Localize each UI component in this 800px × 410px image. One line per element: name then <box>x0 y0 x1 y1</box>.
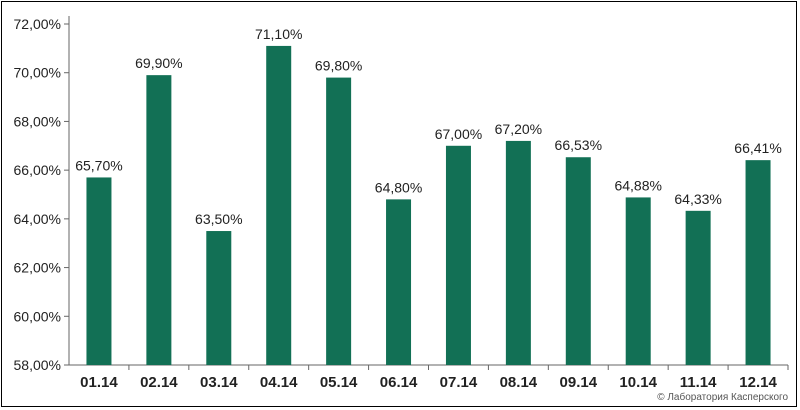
x-tick-label: 06.14 <box>380 374 418 391</box>
bar <box>386 199 412 365</box>
bar <box>745 160 771 365</box>
x-tick-label: 09.14 <box>560 374 598 391</box>
data-label: 69,90% <box>135 55 182 71</box>
x-tick-label: 07.14 <box>440 374 478 391</box>
data-label: 64,88% <box>614 177 661 193</box>
x-tick-label: 03.14 <box>200 374 238 391</box>
bar <box>206 231 232 365</box>
y-tick-label: 62,00% <box>14 260 61 276</box>
bar <box>445 145 471 365</box>
x-tick-label: 02.14 <box>140 374 178 391</box>
data-label: 66,53% <box>555 137 602 153</box>
data-label: 64,80% <box>375 179 422 195</box>
data-label: 63,50% <box>195 211 242 227</box>
y-tick-label: 58,00% <box>14 357 61 373</box>
x-tick-label: 05.14 <box>320 374 358 391</box>
y-tick-label: 72,00% <box>14 16 61 32</box>
y-tick-label: 68,00% <box>14 113 61 129</box>
bar <box>625 197 651 365</box>
y-tick-label: 64,00% <box>14 211 61 227</box>
x-tick-label: 12.14 <box>739 374 777 391</box>
data-label: 64,33% <box>674 191 721 207</box>
data-label: 65,70% <box>75 157 122 173</box>
data-label: 69,80% <box>315 58 362 74</box>
bar <box>266 45 292 366</box>
bar <box>326 77 352 365</box>
x-tick-label: 11.14 <box>680 374 717 391</box>
data-label: 71,10% <box>255 26 302 42</box>
bar <box>565 157 591 365</box>
copyright-note: © Лаборатория Касперского <box>657 392 788 403</box>
x-tick-label: 08.14 <box>500 374 538 391</box>
y-tick-label: 70,00% <box>14 65 61 81</box>
bar <box>505 140 531 365</box>
bar <box>685 210 711 365</box>
x-tick-label: 04.14 <box>260 374 298 391</box>
bar <box>86 177 112 365</box>
data-label: 66,41% <box>734 140 781 156</box>
bar <box>146 75 172 366</box>
x-tick-label: 01.14 <box>80 374 118 391</box>
data-label: 67,00% <box>435 126 482 142</box>
data-label: 67,20% <box>495 121 542 137</box>
y-tick-label: 60,00% <box>14 308 61 324</box>
x-tick-label: 10.14 <box>619 374 657 391</box>
y-tick-label: 66,00% <box>14 162 61 178</box>
